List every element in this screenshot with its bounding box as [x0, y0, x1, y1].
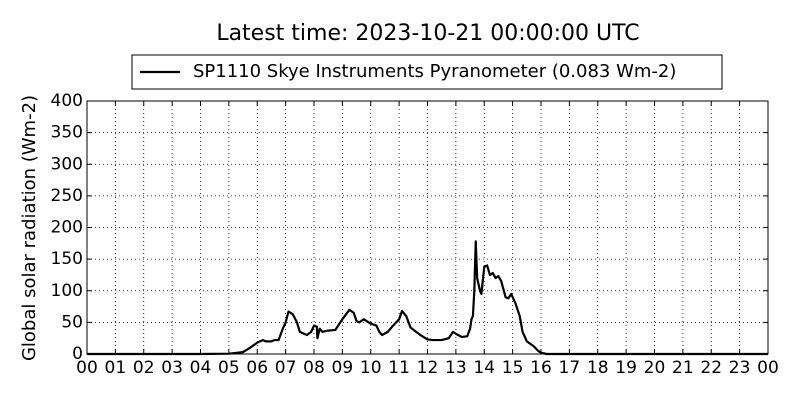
y-tick-label: 350 — [51, 123, 83, 143]
x-tick-label: 21 — [672, 358, 694, 378]
y-tick-label: 200 — [51, 218, 83, 238]
x-tick-label: 08 — [303, 358, 325, 378]
x-tick-label: 16 — [530, 358, 552, 378]
x-tick-label: 01 — [105, 358, 127, 378]
x-tick-label: 04 — [190, 358, 212, 378]
data-line — [87, 240, 768, 356]
x-tick-label: 10 — [360, 358, 382, 378]
legend-label: SP1110 Skye Instruments Pyranometer (0.0… — [193, 61, 676, 82]
x-tick-label: 23 — [729, 358, 751, 378]
x-tick-label: 00 — [76, 358, 98, 378]
y-tick-label: 400 — [51, 91, 83, 111]
x-tick-label: 20 — [644, 358, 666, 378]
chart-title: Latest time: 2023-10-21 00:00:00 UTC — [216, 21, 639, 46]
y-axis-label: Global solar radiation (Wm-2) — [19, 95, 40, 361]
plot-frame — [86, 100, 769, 355]
y-tick-label: 150 — [51, 249, 83, 269]
x-tick-label: 07 — [275, 358, 297, 378]
x-tick-label: 03 — [161, 358, 183, 378]
x-tick-label: 11 — [388, 358, 410, 378]
x-tick-label: 17 — [559, 358, 581, 378]
x-tick-label: 15 — [502, 358, 524, 378]
x-tick-label: 12 — [417, 358, 439, 378]
x-tick-label: 00 — [757, 358, 779, 378]
x-tick-label: 22 — [700, 358, 722, 378]
x-tick-label: 14 — [473, 358, 495, 378]
y-tick-label: 250 — [51, 186, 83, 206]
x-tick-label: 19 — [615, 358, 637, 378]
legend-box — [131, 54, 723, 90]
y-tick-label: 0 — [72, 344, 83, 364]
y-tick-label: 50 — [61, 312, 83, 332]
x-tick-label: 06 — [246, 358, 268, 378]
x-tick-label: 13 — [445, 358, 467, 378]
y-tick-label: 300 — [51, 154, 83, 174]
x-tick-label: 09 — [332, 358, 354, 378]
x-tick-label: 18 — [587, 358, 609, 378]
x-tick-label: 05 — [218, 358, 240, 378]
y-tick-label: 100 — [51, 281, 83, 301]
x-tick-label: 02 — [133, 358, 155, 378]
